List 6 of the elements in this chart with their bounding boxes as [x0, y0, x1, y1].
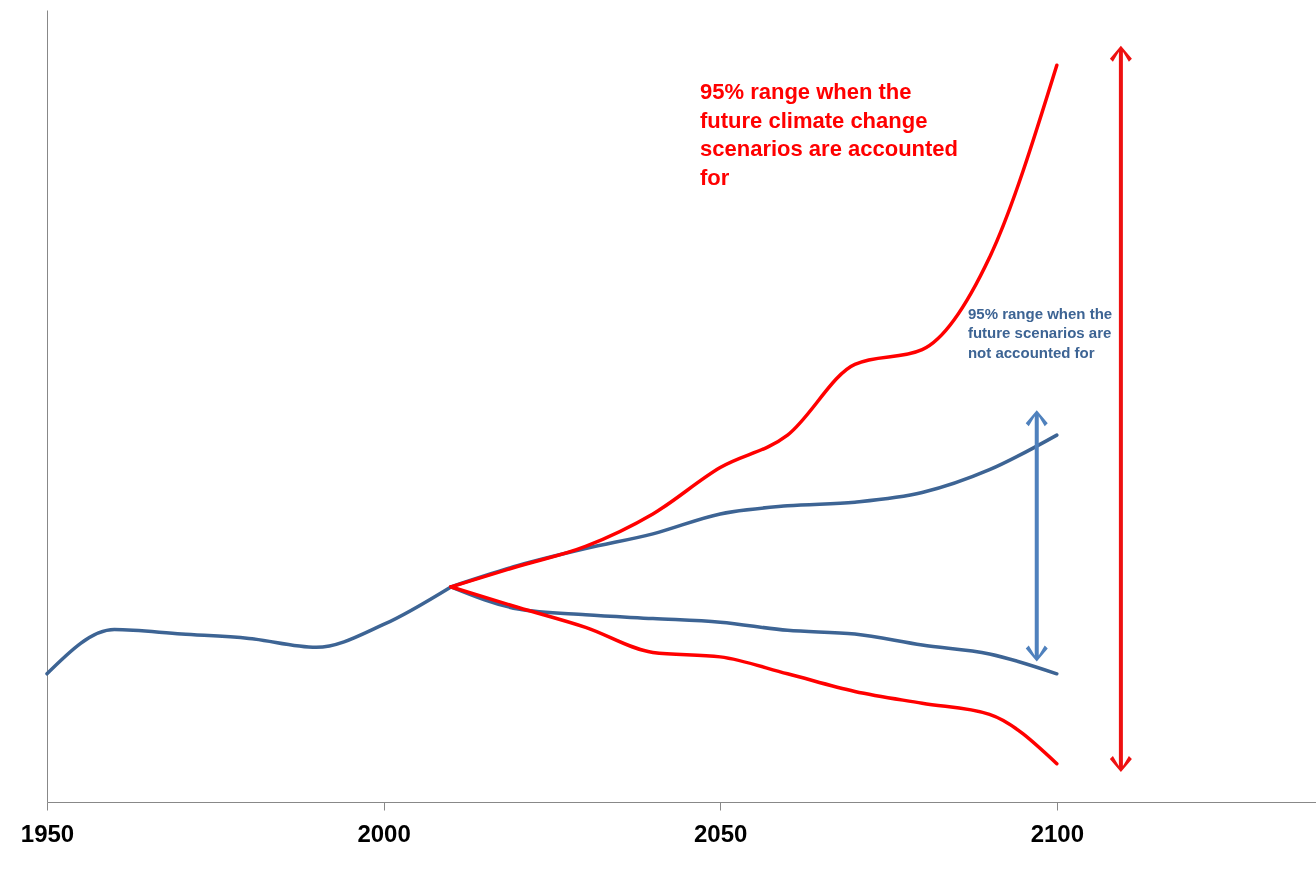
- x-tick-label: 2050: [694, 819, 748, 847]
- x-tick-label: 2000: [357, 819, 411, 847]
- x-tick-label: 1950: [20, 819, 75, 847]
- annotation: 95% range when the future climate change scenarios are accounted for: [700, 79, 959, 190]
- x-tick-label: 2100: [1030, 819, 1085, 847]
- annotation: 95% range when the future scenarios are not accounted for: [967, 304, 1113, 361]
